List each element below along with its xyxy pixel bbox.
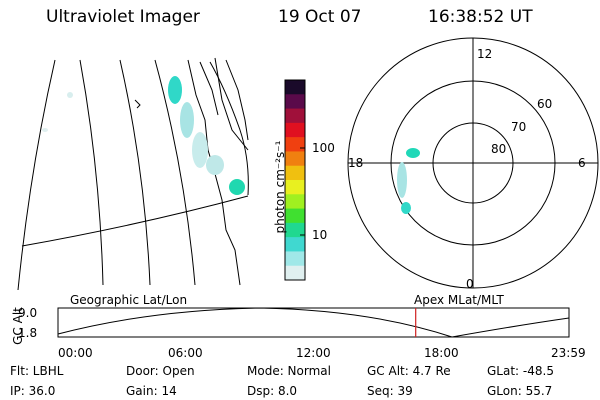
- observation-time: 16:38:52 UT: [428, 7, 533, 27]
- colorbar-segment: [285, 80, 305, 95]
- orbit-ytick-high: 9.0: [18, 306, 38, 320]
- info-glon: GLon: 55.7: [487, 384, 553, 398]
- colorbar-segment: [285, 265, 305, 281]
- colorbar-tick-10: 10: [312, 228, 328, 242]
- orbit-left-title: Geographic Lat/Lon: [70, 293, 188, 307]
- observation-date: 19 Oct 07: [278, 7, 362, 27]
- colorbar-segment: [285, 251, 305, 267]
- colorbar-segment: [285, 237, 305, 252]
- colorbar-segment: [285, 194, 305, 210]
- colorbar-segment: [285, 180, 305, 195]
- info-gain: Gain: 14: [126, 384, 177, 398]
- info-mode: Mode: Normal: [247, 364, 331, 378]
- info-gcalt: GC Alt: 4.7 Re: [367, 364, 451, 378]
- orbit-right-title: Apex MLat/MLT: [414, 293, 504, 307]
- polar-lat-60: 60: [537, 97, 553, 111]
- orbit-xtick-0: 00:00: [58, 346, 93, 360]
- colorbar-tick-100: 100: [312, 141, 335, 155]
- polar-label-12: 12: [477, 47, 493, 61]
- orbit-xtick-2: 12:00: [296, 346, 331, 360]
- colorbar-segment: [285, 94, 305, 110]
- polar-label-0: 0: [466, 277, 474, 291]
- info-filter: Flt: LBHL: [10, 364, 64, 378]
- colorbar-segment: [285, 151, 305, 167]
- orbit-xtick-3: 18:00: [424, 346, 459, 360]
- instrument-title: Ultraviolet Imager: [46, 7, 200, 27]
- colorbar-segment: [285, 108, 305, 124]
- colorbar-segment: [285, 165, 305, 181]
- info-door: Door: Open: [126, 364, 195, 378]
- colorbar-segment: [285, 208, 305, 224]
- colorbar-segment: [285, 122, 305, 138]
- info-seq: Seq: 39: [367, 384, 413, 398]
- polar-lat-80: 80: [491, 142, 507, 156]
- info-ip: IP: 36.0: [10, 384, 56, 398]
- orbit-xtick-1: 06:00: [168, 346, 203, 360]
- orbit-xtick-4: 23:59: [551, 346, 586, 360]
- polar-label-18: 18: [348, 156, 364, 170]
- polar-lat-70: 70: [511, 120, 527, 134]
- polar-label-6: 6: [578, 156, 586, 170]
- orbit-ytick-low: 1.8: [18, 326, 38, 340]
- info-dsp: Dsp: 8.0: [247, 384, 298, 398]
- colorbar-segment: [285, 222, 305, 238]
- info-glat: GLat: -48.5: [487, 364, 554, 378]
